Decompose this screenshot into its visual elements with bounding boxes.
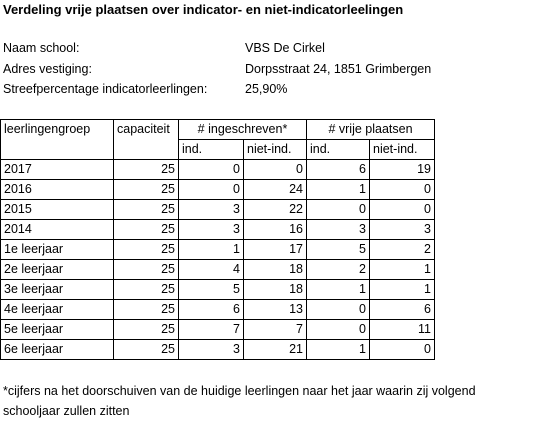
table-cell: 21 [243, 339, 307, 360]
table-cell: 25 [113, 299, 179, 320]
info-value: 25,90% [245, 82, 288, 96]
table-cell: 3 [178, 339, 244, 360]
info-label: Streefpercentage indicatorleerlingen: [3, 82, 208, 96]
table-cell: 6 [178, 299, 244, 320]
table-cell: 13 [243, 299, 307, 320]
table-cell: 7 [178, 319, 244, 340]
table-cell: 17 [243, 239, 307, 260]
table-cell: 0 [306, 199, 370, 220]
info-label: Adres vestiging: [3, 62, 92, 76]
table: leerlingengroep capaciteit # ingeschreve… [0, 119, 435, 360]
table-cell: 0 [306, 319, 370, 340]
table-cell: 22 [243, 199, 307, 220]
table-cell: 0 [369, 179, 435, 200]
row-label: 2e leerjaar [0, 259, 114, 280]
table-cell: 6 [306, 159, 370, 180]
table-cell: 7 [243, 319, 307, 340]
row-label: 4e leerjaar [0, 299, 114, 320]
table-cell: 25 [113, 339, 179, 360]
row-label: 1e leerjaar [0, 239, 114, 260]
table-cell: 0 [243, 159, 307, 180]
table-row: 1e leerjaar 25 1 17 5 2 [0, 239, 435, 260]
table-cell: 25 [113, 159, 179, 180]
table-row: 2015 25 3 22 0 0 [0, 199, 435, 220]
row-label: 2014 [0, 219, 114, 240]
row-label: 2015 [0, 199, 114, 220]
info-value: Dorpsstraat 24, 1851 Grimbergen [245, 62, 432, 76]
table-cell: 1 [306, 179, 370, 200]
table-cell: 24 [243, 179, 307, 200]
table-cell: 25 [113, 179, 179, 200]
table-cell: 3 [178, 219, 244, 240]
table-row: 3e leerjaar 25 5 18 1 1 [0, 279, 435, 300]
table-row: 2014 25 3 16 3 3 [0, 219, 435, 240]
table-cell: 3 [306, 219, 370, 240]
table-cell: 25 [113, 199, 179, 220]
row-label: 2017 [0, 159, 114, 180]
info-value: VBS De Cirkel [245, 41, 325, 55]
row-label: 5e leerjaar [0, 319, 114, 340]
table-cell: 5 [306, 239, 370, 260]
table-cell: 6 [369, 299, 435, 320]
subheader-cell: niet-ind. [369, 139, 435, 160]
table-cell: 2 [369, 239, 435, 260]
table-cell: 0 [369, 199, 435, 220]
footnote: schooljaar zullen zitten [3, 404, 130, 418]
table-cell: 25 [113, 319, 179, 340]
footnote: *cijfers na het doorschuiven van de huid… [3, 384, 476, 398]
subheader-cell: ind. [178, 139, 244, 160]
table-cell: 0 [306, 299, 370, 320]
table-cell: 16 [243, 219, 307, 240]
row-label: 2016 [0, 179, 114, 200]
table-cell: 18 [243, 279, 307, 300]
table-cell: 25 [113, 279, 179, 300]
table-cell: 2 [306, 259, 370, 280]
row-label: 6e leerjaar [0, 339, 114, 360]
info-label: Naam school: [3, 41, 80, 55]
table-cell: 0 [178, 179, 244, 200]
table-cell: 0 [178, 159, 244, 180]
table-cell: 3 [369, 219, 435, 240]
table-cell: 1 [306, 279, 370, 300]
header-cell: capaciteit [113, 119, 179, 160]
header-cell: # vrije plaatsen [306, 119, 435, 140]
table-cell: 5 [178, 279, 244, 300]
table-cell: 3 [178, 199, 244, 220]
table-cell: 11 [369, 319, 435, 340]
table-cell: 1 [306, 339, 370, 360]
table-row: 2016 25 0 24 1 0 [0, 179, 435, 200]
title: Verdeling vrije plaatsen over indicator-… [3, 2, 404, 17]
table-row: 6e leerjaar 25 3 21 1 0 [0, 339, 435, 360]
table-cell: 19 [369, 159, 435, 180]
subheader-cell: ind. [306, 139, 370, 160]
table-cell: 1 [369, 279, 435, 300]
table-cell: 25 [113, 219, 179, 240]
row-label: 3e leerjaar [0, 279, 114, 300]
header-cell: # ingeschreven* [178, 119, 307, 140]
subheader-cell: niet-ind. [243, 139, 307, 160]
table-row: 2017 25 0 0 6 19 [0, 159, 435, 180]
table-cell: 18 [243, 259, 307, 280]
table-cell: 1 [369, 259, 435, 280]
header-cell: leerlingengroep [0, 119, 114, 160]
table-cell: 0 [369, 339, 435, 360]
table-row: 5e leerjaar 25 7 7 0 11 [0, 319, 435, 340]
table-cell: 1 [178, 239, 244, 260]
table-cell: 25 [113, 239, 179, 260]
table-cell: 25 [113, 259, 179, 280]
table-cell: 4 [178, 259, 244, 280]
table-row: 4e leerjaar 25 6 13 0 6 [0, 299, 435, 320]
table-row: 2e leerjaar 25 4 18 2 1 [0, 259, 435, 280]
